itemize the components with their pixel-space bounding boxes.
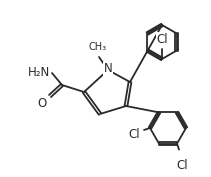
Text: O: O [38,97,47,110]
Text: Cl: Cl [176,159,188,172]
Text: Cl: Cl [128,127,140,141]
Text: N: N [104,62,112,76]
Text: H₂N: H₂N [28,65,50,79]
Text: CH₃: CH₃ [89,42,107,52]
Text: Cl: Cl [156,33,168,46]
